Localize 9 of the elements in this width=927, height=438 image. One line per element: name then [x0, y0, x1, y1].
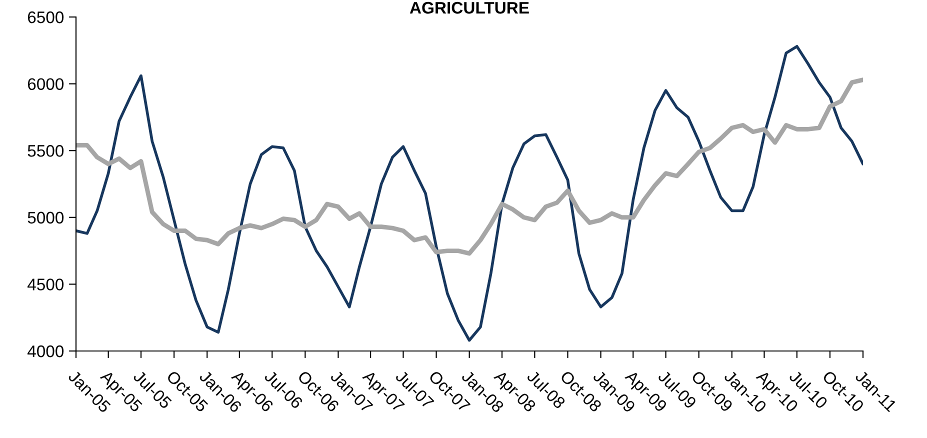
y-tick-label: 6000: [28, 78, 64, 90]
line-series: [76, 78, 863, 256]
y-tick-label: 5000: [28, 212, 64, 224]
y-tick-label: 5500: [28, 145, 64, 157]
y-tick-label: 4500: [28, 278, 64, 290]
line-series: [76, 45, 863, 342]
y-tick-label: 4000: [28, 345, 64, 358]
chart-title: AGRICULTURE: [410, 2, 529, 14]
y-tick-label: 6500: [28, 11, 64, 24]
